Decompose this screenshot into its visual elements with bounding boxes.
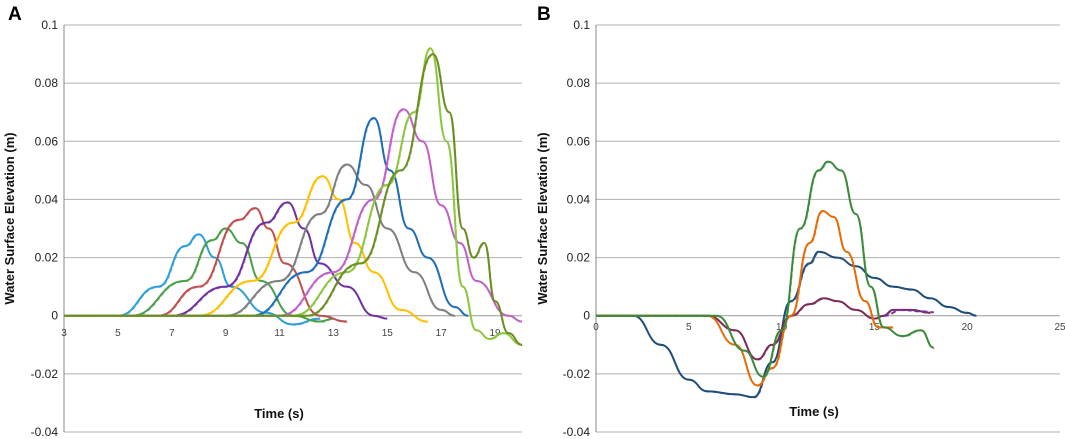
- series-line: [64, 201, 388, 320]
- x-axis-label: Time (s): [789, 404, 839, 419]
- y-tick-label: 0.06: [567, 134, 591, 148]
- x-tick-label: 20: [962, 322, 974, 333]
- y-tick-label: 0.04: [35, 192, 59, 206]
- x-tick-label: 11: [274, 328, 285, 339]
- y-axis-label: Water Surface Elevation (m): [2, 132, 17, 304]
- x-axis-label: Time (s): [254, 406, 304, 421]
- y-tick-label: -0.04: [31, 425, 59, 439]
- x-tick-label: 17: [436, 328, 448, 339]
- series-line-dashed: [64, 202, 389, 320]
- series-line-dashed: [64, 234, 321, 326]
- panel-letter: A: [8, 4, 22, 25]
- series-line-dashed: [596, 298, 931, 361]
- y-tick-label: 0.08: [567, 76, 591, 90]
- series-line-dashed: [596, 211, 894, 387]
- x-tick-label: 13: [328, 328, 340, 339]
- series-line: [883, 308, 934, 317]
- series-line: [596, 250, 977, 399]
- y-tick-label: 0.1: [41, 18, 58, 32]
- y-tick-label: 0.04: [567, 192, 591, 206]
- series-line: [596, 160, 935, 378]
- series-line-dashed: [64, 164, 456, 318]
- y-tick-label: -0.02: [563, 367, 591, 381]
- y-tick-label: 0.02: [35, 251, 59, 265]
- series-line: [596, 297, 931, 361]
- series-line: [64, 163, 455, 317]
- series-line-dashed: [64, 208, 348, 323]
- y-tick-label: 0.1: [573, 18, 590, 32]
- y-tick-label: 0.02: [567, 251, 591, 265]
- series-line-dashed: [64, 109, 523, 323]
- x-tick-label: 7: [169, 328, 175, 339]
- x-tick-label: 5: [115, 328, 121, 339]
- series-line-dashed: [64, 176, 429, 323]
- x-tick-label: 25: [1054, 322, 1065, 333]
- x-tick-label: 15: [869, 322, 881, 333]
- y-tick-label: 0: [583, 309, 590, 323]
- y-tick-label: 0.08: [35, 76, 59, 90]
- series-line-dashed: [64, 48, 523, 347]
- y-tick-label: -0.04: [563, 425, 591, 439]
- y-tick-label: 0: [51, 309, 58, 323]
- series-line-dashed: [596, 161, 935, 379]
- series-line-dashed: [64, 228, 335, 323]
- x-tick-label: 3: [61, 328, 67, 339]
- y-tick-label: -0.02: [31, 367, 59, 381]
- series-line-dashed: [64, 118, 469, 318]
- x-tick-label: 19: [489, 328, 501, 339]
- y-tick-label: 0.06: [35, 134, 59, 148]
- x-tick-label: 9: [223, 328, 229, 339]
- series-line: [64, 47, 523, 346]
- series-line-dashed: [64, 54, 523, 347]
- x-tick-label: 5: [686, 322, 692, 333]
- y-axis-label: Water Surface Elevation (m): [535, 132, 550, 304]
- series-line-dashed: [596, 252, 978, 399]
- series-line: [64, 227, 334, 323]
- series-line: [64, 53, 523, 346]
- panel-a: A 0.1 0.08 0.06 0.04 0.02 0 -0.02 -0.04 3 5 7 9 11 13 1…: [2, 4, 523, 439]
- x-tick-label: 15: [382, 328, 394, 339]
- series-line: [596, 210, 893, 387]
- panel-letter: B: [537, 4, 551, 25]
- panel-b: B 0.10.080.060.040.020-0.02-0.040 5 10 15 20 2…: [535, 4, 1065, 439]
- x-tick-label: 0: [593, 322, 599, 333]
- series-line: [64, 233, 320, 326]
- series-line: [64, 207, 347, 323]
